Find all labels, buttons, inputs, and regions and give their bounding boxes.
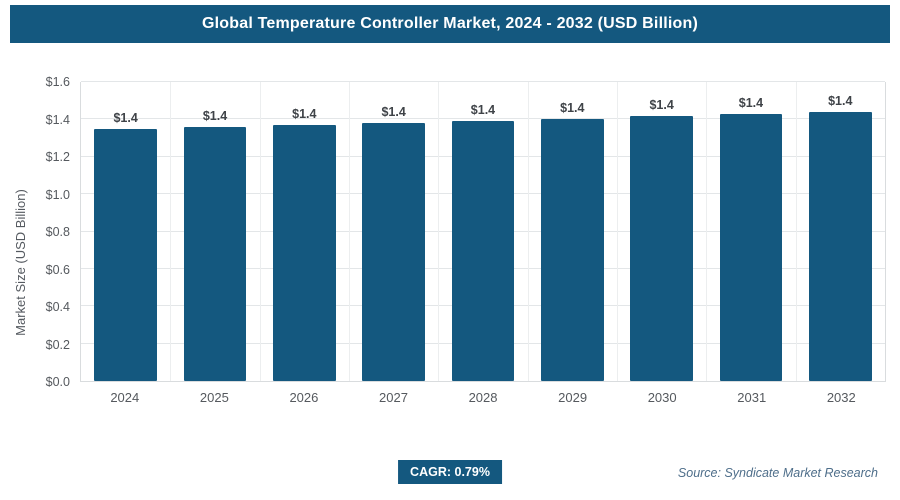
chart-footer: CAGR: 0.79% Source: Syndicate Market Res… — [0, 460, 900, 486]
y-axis-title: Market Size (USD Billion) — [12, 182, 28, 342]
source-note: Source: Syndicate Market Research — [677, 466, 878, 480]
bar — [451, 121, 515, 381]
bar — [541, 119, 604, 381]
gridline-vertical — [438, 82, 440, 381]
bar-series: $1.4 $1.4 $1.4 $1.4 $1.4 $1.4 $1.4 $1.4 $1.4 — [81, 82, 885, 381]
x-tick-label: 2031 — [737, 390, 767, 405]
cagr-badge: CAGR: 0.79% — [398, 460, 502, 484]
chart-title: Global Temperature Controller Market, 20… — [202, 15, 698, 32]
gridline-vertical — [706, 82, 708, 381]
y-tick-label: $0.0 — [45, 375, 70, 389]
bar-value-label: $1.4 — [470, 103, 496, 118]
bar — [630, 115, 693, 381]
bar-column: $1.4 — [260, 82, 349, 381]
y-axis-title-text: Market Size (USD Billion) — [12, 188, 28, 336]
x-tick-label: 2030 — [647, 390, 677, 405]
bar-value-label: $1.4 — [113, 110, 138, 125]
gridline-vertical — [527, 82, 529, 381]
bar-column: $1.4 — [528, 82, 617, 381]
gridline-vertical — [616, 82, 618, 381]
bar — [273, 124, 336, 381]
y-axis-ticks: $0.0 $0.2 $0.4 $0.6 $0.8 $1.0 $1.2 $1.4 $1.6 — [32, 75, 76, 389]
bar — [94, 128, 157, 381]
bar-value-label: $1.4 — [202, 108, 228, 123]
x-axis-ticks: 2024 2025 2026 2027 2028 2029 2030 2031 2032 — [80, 390, 886, 405]
bar — [719, 113, 783, 381]
bar-column: $1.4 — [617, 82, 706, 381]
gridline-horizontal — [81, 118, 885, 120]
y-tick-label: $0.6 — [45, 262, 70, 277]
y-tick-label: $0.4 — [45, 300, 70, 314]
bar-column: $1.4 — [706, 82, 795, 381]
x-tick-label: 2028 — [468, 390, 498, 405]
y-tick-label: $0.8 — [45, 225, 70, 239]
bar-column: $1.4 — [796, 82, 885, 381]
y-tick-label: $1.4 — [45, 112, 70, 127]
x-tick-label: 2024 — [110, 390, 140, 405]
chart-area: Market Size (USD Billion) $0.0 $0.2 $0.4 $0… — [10, 62, 886, 422]
bar — [362, 123, 425, 381]
y-tick-label: $1.0 — [45, 187, 70, 202]
y-tick-label: $1.6 — [45, 75, 70, 89]
bar-column: $1.4 — [349, 82, 438, 381]
gridline-horizontal — [81, 81, 885, 82]
bar — [183, 126, 247, 381]
bar-value-label: $1.4 — [381, 105, 406, 120]
x-tick-label: 2025 — [199, 390, 229, 405]
y-tick-label: $0.2 — [45, 337, 70, 352]
bar-column: $1.4 — [170, 82, 259, 381]
gridline-vertical — [348, 82, 350, 381]
x-tick-label: 2032 — [826, 390, 856, 405]
gridline-vertical — [170, 82, 172, 381]
bar-value-label: $1.4 — [649, 97, 674, 112]
x-tick-label: 2027 — [379, 390, 408, 405]
bar-value-label: $1.4 — [560, 101, 585, 116]
title-banner: Global Temperature Controller Market, 20… — [10, 5, 890, 43]
bar — [809, 111, 872, 381]
plot-area: $1.4 $1.4 $1.4 $1.4 $1.4 $1.4 $1.4 $1.4 $1.4 — [80, 81, 886, 382]
gridline-vertical — [259, 82, 261, 381]
bar-value-label: $1.4 — [738, 95, 764, 110]
bar-value-label: $1.4 — [292, 106, 317, 121]
x-tick-label: 2029 — [558, 390, 588, 405]
gridline-vertical — [795, 82, 797, 381]
bar-value-label: $1.4 — [828, 93, 853, 108]
bar-column: $1.4 — [81, 82, 170, 381]
x-tick-label: 2026 — [289, 390, 319, 405]
y-tick-label: $1.2 — [45, 150, 70, 164]
bar-column: $1.4 — [438, 82, 527, 381]
